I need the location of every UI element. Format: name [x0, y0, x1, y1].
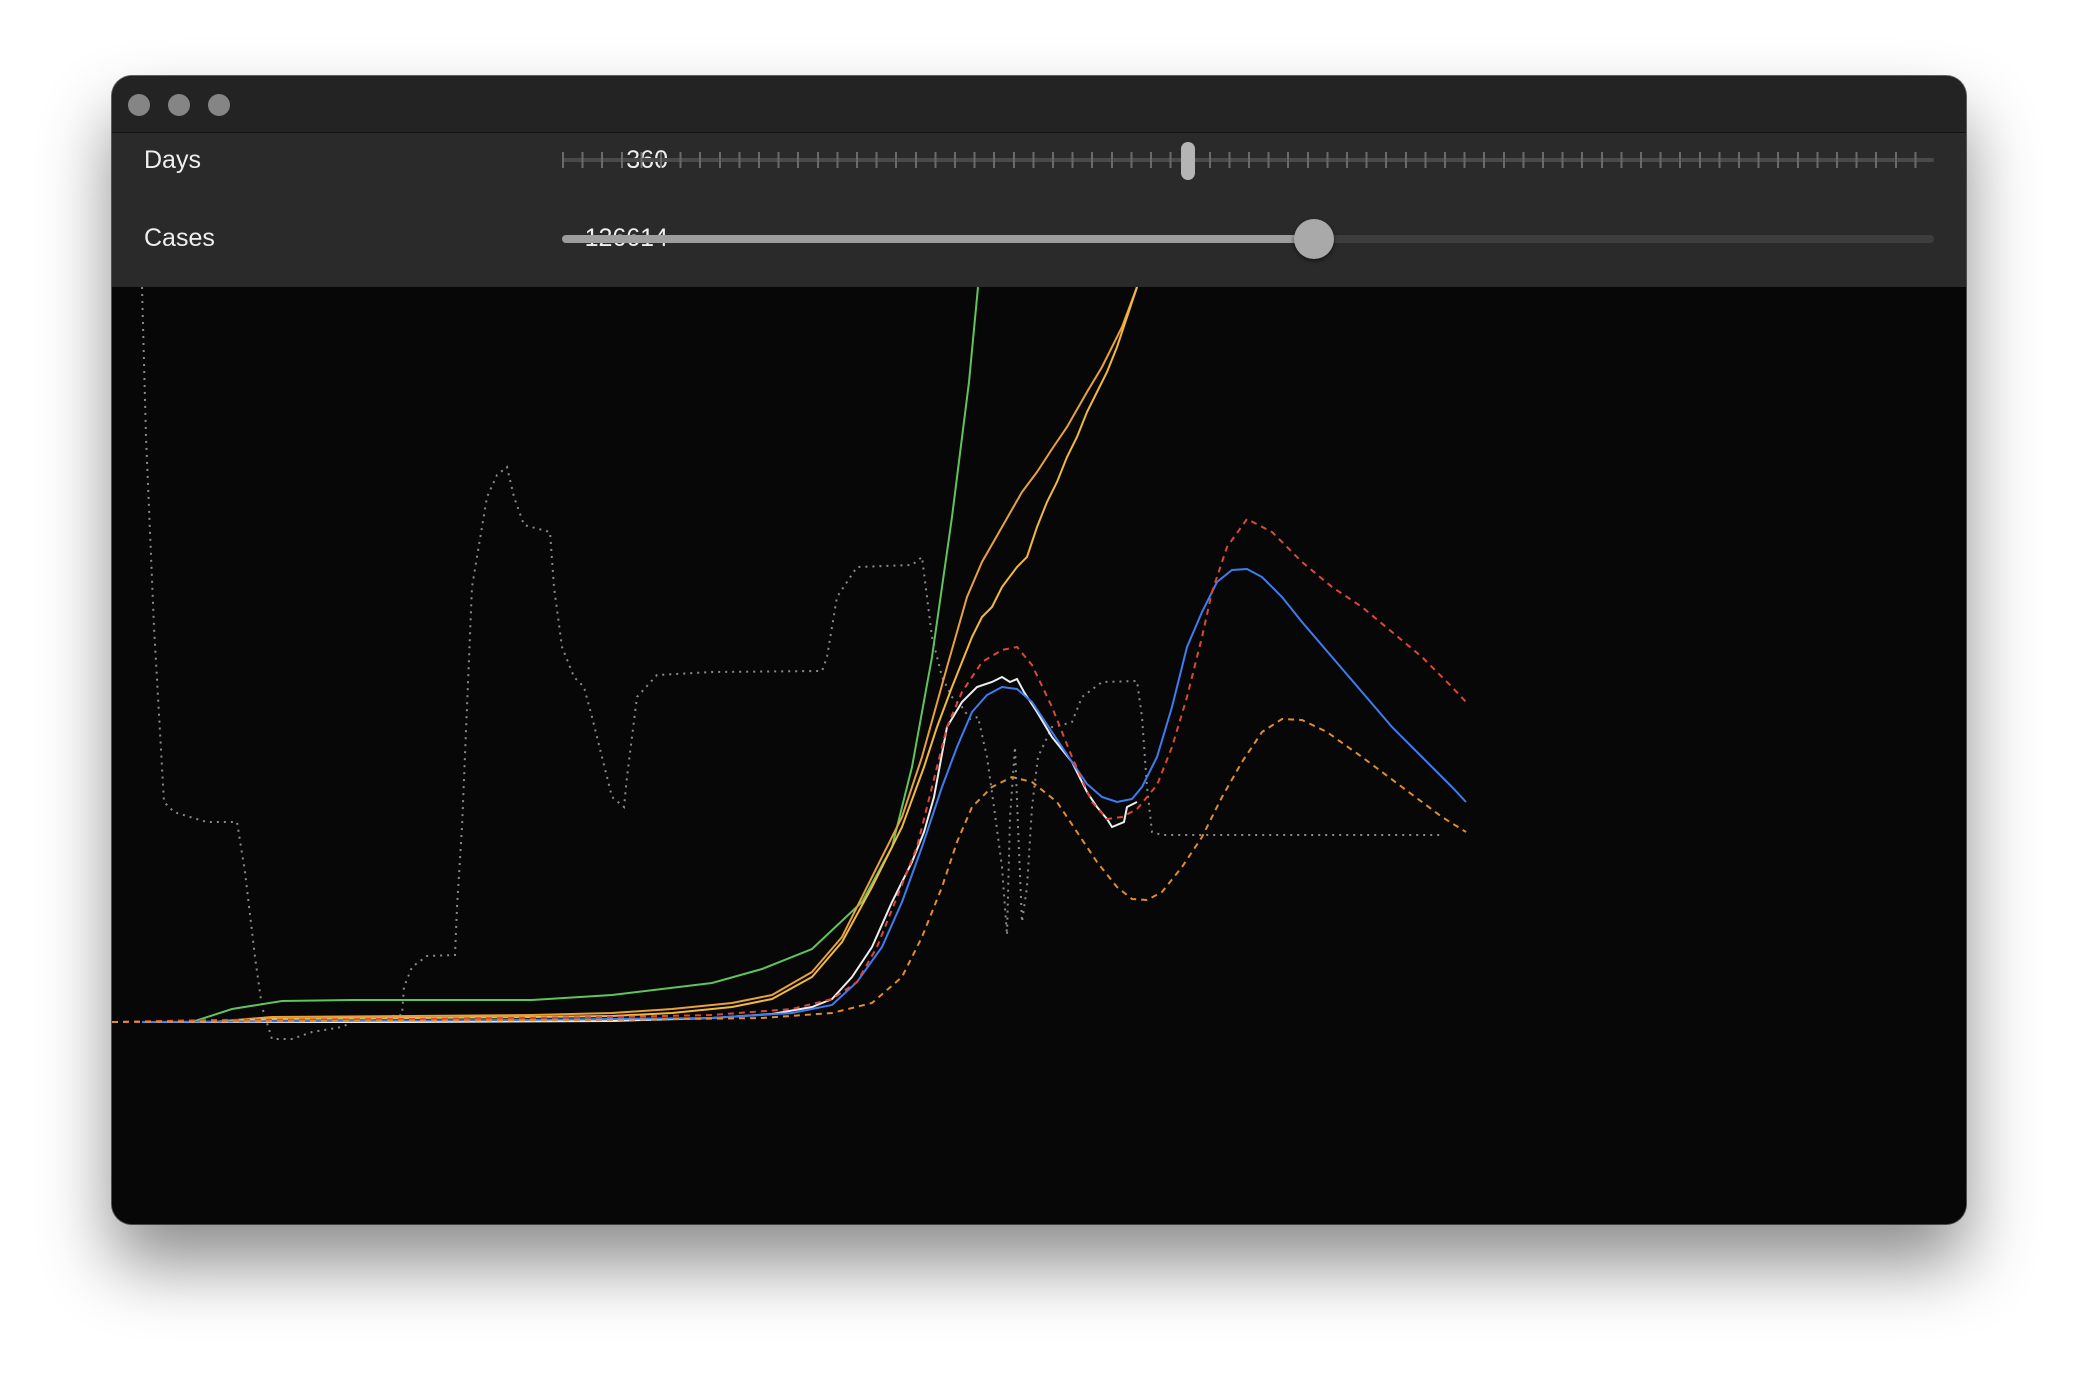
simulation-plot — [112, 286, 1966, 1224]
series-orange-dashed — [112, 717, 1467, 1023]
series-dotted-gray — [141, 286, 1444, 1040]
series-red-dashed — [112, 517, 1467, 1023]
series-yellow — [142, 286, 1138, 1023]
zoom-dot-icon[interactable] — [208, 94, 230, 116]
app-window: Days 360 Cases 126614 — [112, 76, 1966, 1224]
days-slider-ticks — [562, 152, 1934, 168]
cases-label: Cases — [144, 224, 215, 252]
series-orange — [142, 286, 1138, 1023]
cases-slider-thumb[interactable] — [1293, 219, 1334, 259]
days-label: Days — [144, 146, 201, 174]
close-dot-icon[interactable] — [128, 94, 150, 116]
title-bar — [112, 76, 1966, 133]
minimize-dot-icon[interactable] — [168, 94, 190, 116]
series-white — [142, 675, 1138, 1023]
plot-canvas — [112, 286, 1467, 1040]
series-green — [142, 286, 979, 1023]
controls-panel: Days 360 Cases 126614 — [112, 133, 1966, 287]
cases-slider-fill — [562, 235, 1314, 243]
days-slider-thumb[interactable] — [1180, 142, 1195, 180]
series-blue — [141, 567, 1467, 1023]
cases-slider-track[interactable] — [562, 235, 1934, 243]
